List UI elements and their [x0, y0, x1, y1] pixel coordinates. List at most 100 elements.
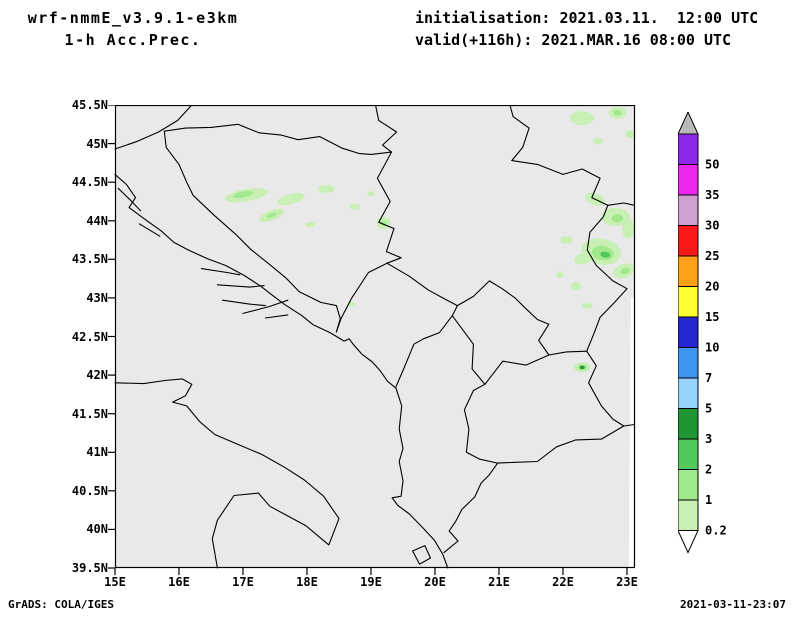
lat-tick-label: 42N [86, 368, 108, 383]
lat-tick-label: 44.5N [71, 175, 108, 190]
precip-blob [574, 254, 591, 265]
lat-tick-label: 45N [86, 136, 108, 151]
coastline-border-path [264, 314, 289, 319]
map-frame [114, 105, 636, 569]
lat-tick-label: 43N [86, 290, 108, 305]
colorbar-overflow-arrow [678, 112, 699, 135]
lat-tick-label: 39.5N [71, 561, 108, 575]
lon-tick-label: 19E [360, 575, 382, 589]
lon-tick-label: 18E [296, 575, 318, 589]
colorbar-segment [678, 408, 699, 440]
colorbar-segment [678, 194, 699, 226]
coastline-border-path [511, 160, 609, 206]
lat-tick-label: 42.5N [71, 329, 108, 344]
coastline-border-path [200, 268, 241, 276]
colorbar-segment [678, 316, 699, 348]
colorbar-label: 20 [705, 280, 719, 294]
init-time-label: initialisation: 2021.03.11. 12:00 UTC [415, 9, 759, 27]
coastline-border-path [509, 105, 530, 162]
coastline-border-path [497, 425, 625, 464]
coastline-border-path [114, 378, 340, 569]
grads-credit: GrADS: COLA/IGES [8, 598, 114, 611]
precip-blob [560, 236, 573, 244]
coastline-border-path [163, 130, 341, 333]
coastline-border-path [607, 202, 636, 206]
colorbar-segment [678, 133, 699, 165]
colorbar-segment [678, 377, 699, 409]
precip-blob [570, 111, 595, 126]
precip-blob [367, 191, 375, 197]
coastline-border-path [221, 299, 266, 307]
lat-tick-label: 41N [86, 445, 108, 460]
precip-blob [277, 193, 305, 206]
coastline-border-path [586, 350, 625, 427]
precip-blob [625, 130, 636, 139]
map-plot [108, 105, 636, 575]
product-name: 1-h Acc.Prec. [64, 31, 202, 49]
colorbar-label: 50 [705, 158, 719, 172]
precip-blob [622, 218, 635, 239]
run-info-block: initialisation: 2021.03.11. 12:00 UTC va… [415, 7, 758, 51]
colorbar-segment [678, 438, 699, 470]
lon-tick-label: 20E [424, 575, 446, 589]
nodata-strip [628, 297, 635, 568]
map-background [115, 105, 635, 568]
colorbar-segment [678, 469, 699, 501]
creation-timestamp: 2021-03-11-23:07 [680, 598, 786, 611]
coastline-border-path [114, 173, 449, 569]
model-title-block: wrf-nmmE_v3.9.1-e3km 1-h Acc.Prec. [26, 7, 240, 51]
colorbar-underflow-arrow [678, 530, 699, 554]
colorbar-segment [678, 286, 699, 318]
coastline-border-path [114, 105, 193, 150]
colorbar-label: 7 [705, 371, 712, 385]
precip-blob [318, 185, 335, 194]
coastline-border-path [443, 462, 499, 554]
coastline-border-path [376, 151, 402, 264]
model-name: wrf-nmmE_v3.9.1-e3km [27, 9, 239, 27]
lat-tick-label: 44N [86, 213, 108, 228]
colorbar-label: 5 [705, 402, 712, 416]
lat-tick-label: 45.5N [71, 98, 108, 112]
colorbar-label: 1 [705, 493, 712, 507]
colorbar-label: 35 [705, 188, 719, 202]
precip-blob [350, 203, 360, 210]
coastline-border-path [623, 423, 636, 427]
colorbar-label: 0.2 [705, 524, 727, 538]
colorbar-segment [678, 164, 699, 196]
precip-blob [579, 365, 585, 370]
colorbar-label: 15 [705, 310, 719, 324]
colorbar-segment [678, 255, 699, 287]
coastline-border-path [117, 187, 142, 212]
precip-blob [267, 212, 277, 218]
coastline-border-path [548, 350, 588, 356]
lon-tick-label: 22E [552, 575, 574, 589]
colorbar-label: 3 [705, 432, 712, 446]
precip-blob [582, 302, 593, 309]
lat-tick-label: 43.5N [71, 252, 108, 267]
lon-tick-label: 16E [168, 575, 190, 589]
colorbar-label: 10 [705, 341, 719, 355]
coastline-border-path [451, 280, 550, 385]
precip-blob [611, 214, 624, 223]
coastline-border-path [138, 223, 161, 237]
lon-tick-label: 21E [488, 575, 510, 589]
precip-blob [570, 282, 581, 291]
coastline-border-path [242, 299, 289, 314]
precip-blob [233, 191, 253, 198]
lon-tick-label: 15E [104, 575, 126, 589]
precip-blob [348, 302, 355, 307]
coastline-border-path [386, 262, 458, 307]
colorbar-segment [678, 347, 699, 379]
lon-tick-label: 23E [616, 575, 638, 589]
coastline-border-path [412, 545, 432, 565]
precip-blob [620, 267, 630, 275]
colorbar-segment [678, 225, 699, 257]
colorbar-label: 2 [705, 463, 712, 477]
coastline-border-path [586, 204, 628, 352]
colorbar-label: 25 [705, 249, 719, 263]
coastline-border-path [335, 262, 388, 333]
coastline-border-path [374, 105, 398, 153]
lat-tick-label: 41.5N [71, 406, 108, 421]
